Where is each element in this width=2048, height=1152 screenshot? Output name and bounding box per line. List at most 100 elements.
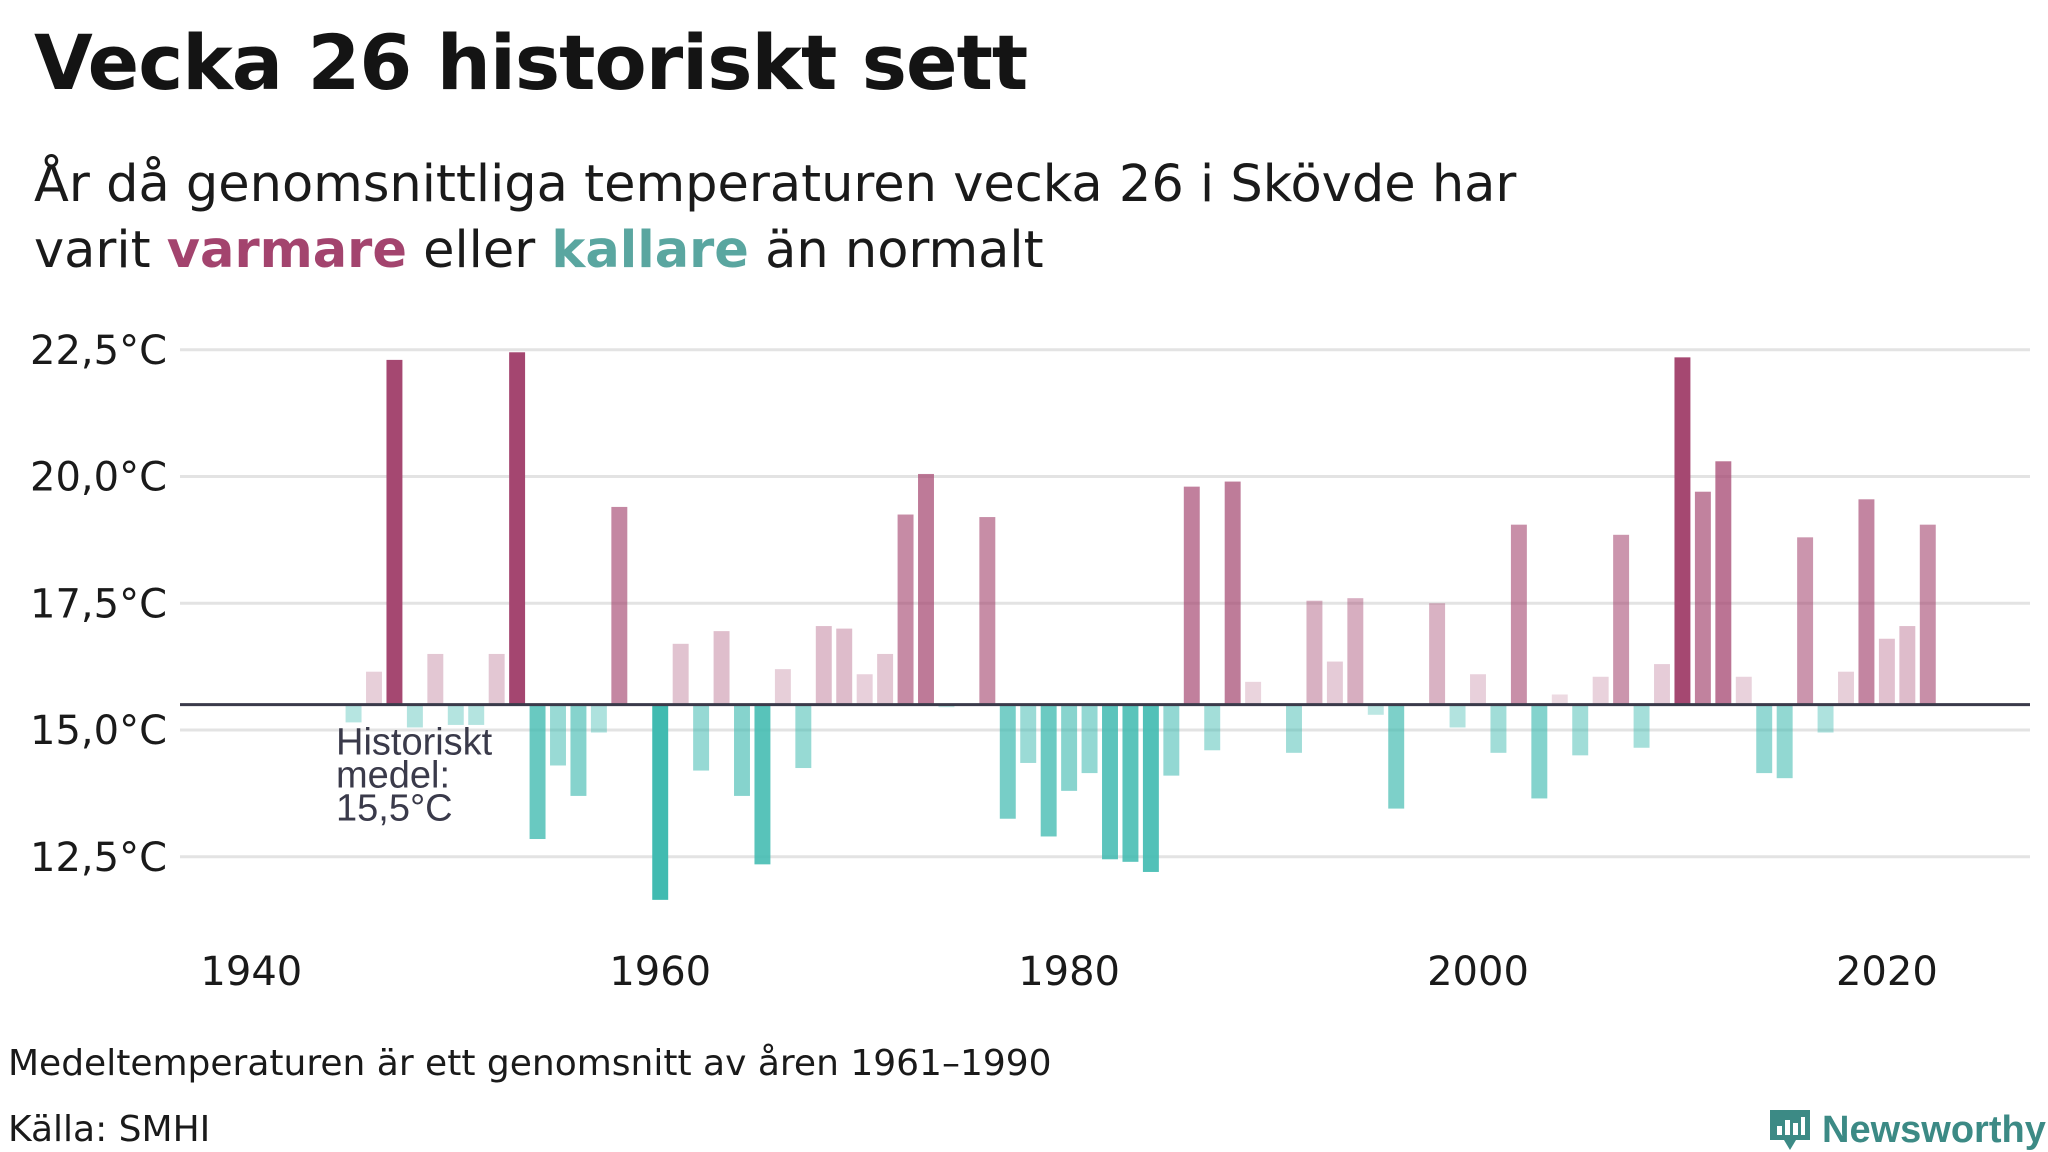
bar-1984 xyxy=(1142,704,1159,872)
subtitle-middle: eller xyxy=(423,221,536,280)
bar-1991 xyxy=(1286,704,1302,753)
bar-1958 xyxy=(611,506,628,705)
legend-cold-word: kallare xyxy=(551,221,749,280)
bar-2011 xyxy=(1694,491,1711,705)
y-axis-ticks: 12,5°C 15,0°C 17,5°C 20,0°C 22,5°C xyxy=(30,328,167,881)
subtitle-suffix: än normalt xyxy=(765,221,1044,280)
bar-2015 xyxy=(1776,704,1793,779)
bar-2007 xyxy=(1613,534,1630,705)
bar-1987 xyxy=(1204,704,1221,751)
bar-1980 xyxy=(1061,704,1078,791)
bar-1957 xyxy=(590,704,607,733)
bar-1947 xyxy=(386,359,403,705)
brand-name: Newsworthy xyxy=(1822,1108,2046,1151)
bar-1966 xyxy=(774,669,791,705)
bar-1955 xyxy=(550,704,566,766)
x-tick-label: 1960 xyxy=(609,949,711,995)
y-tick-label: 22,5°C xyxy=(30,328,167,374)
bar-1946 xyxy=(366,671,382,705)
bar-1971 xyxy=(877,653,894,705)
subtitle-line1: År då genomsnittliga temperaturen vecka … xyxy=(34,155,1517,214)
x-tick-label: 1980 xyxy=(1018,949,1120,995)
bar-1948 xyxy=(406,704,423,728)
bar-2005 xyxy=(1572,704,1589,756)
bar-1976 xyxy=(979,517,996,705)
source-note: Källa: SMHI xyxy=(8,1109,211,1150)
bar-1992 xyxy=(1306,600,1323,705)
bar-1967 xyxy=(795,704,812,769)
bar-1977 xyxy=(999,704,1016,819)
bar-1973 xyxy=(918,473,934,705)
bar-2010 xyxy=(1674,357,1691,705)
bar-1981 xyxy=(1081,704,1098,774)
legend-warm-word: varmare xyxy=(166,221,407,280)
bar-1956 xyxy=(570,704,587,796)
chart-title: Vecka 26 historiskt sett xyxy=(34,18,1028,107)
bar-2009 xyxy=(1654,664,1670,705)
brand-logo: Newsworthy xyxy=(1768,1108,2046,1152)
bar-1996 xyxy=(1388,704,1405,809)
bars xyxy=(345,352,1936,900)
bar-2013 xyxy=(1735,676,1752,705)
bar-1952 xyxy=(488,653,505,705)
bar-1983 xyxy=(1122,704,1139,862)
bar-2002 xyxy=(1510,524,1527,705)
bar-1954 xyxy=(529,704,546,840)
baseline-label-line1: Historiskt xyxy=(336,722,493,764)
bar-1998 xyxy=(1429,603,1446,705)
x-axis-ticks: 1940 1960 1980 2000 2020 xyxy=(200,949,1937,995)
bar-1993 xyxy=(1326,661,1343,705)
bar-1999 xyxy=(1449,704,1466,728)
bar-1962 xyxy=(693,704,710,771)
bar-2000 xyxy=(1470,674,1486,705)
bar-1968 xyxy=(815,626,832,705)
bar-1970 xyxy=(856,674,873,705)
bar-1979 xyxy=(1040,704,1057,837)
bar-1986 xyxy=(1183,486,1200,705)
bar-1985 xyxy=(1163,704,1180,776)
bar-2012 xyxy=(1715,461,1732,705)
y-tick-label: 17,5°C xyxy=(30,581,167,627)
y-tick-label: 12,5°C xyxy=(30,835,167,881)
bar-2017 xyxy=(1817,704,1834,733)
bar-2003 xyxy=(1531,704,1548,799)
bar-2020 xyxy=(1878,638,1895,705)
baseline-label-line3: 15,5°C xyxy=(336,788,453,830)
bar-1988 xyxy=(1224,481,1241,705)
footnote: Medeltemperaturen är ett genomsnitt av å… xyxy=(8,1043,1052,1084)
bar-1989 xyxy=(1245,681,1262,705)
bar-2006 xyxy=(1592,676,1609,705)
bar-1995 xyxy=(1367,704,1384,715)
bar-1960 xyxy=(652,704,669,900)
bar-2018 xyxy=(1838,671,1854,705)
bar-1950 xyxy=(447,704,464,725)
bar-1961 xyxy=(672,643,689,705)
bar-1963 xyxy=(713,631,730,705)
bar-2021 xyxy=(1899,626,1916,705)
baseline-label-line2: medel: xyxy=(336,755,450,797)
bar-2008 xyxy=(1633,704,1650,748)
bar-1969 xyxy=(836,628,853,705)
y-tick-label: 15,0°C xyxy=(30,708,167,754)
bar-1965 xyxy=(754,704,771,865)
x-tick-label: 2000 xyxy=(1427,949,1529,995)
bar-2016 xyxy=(1797,537,1814,705)
bar-1978 xyxy=(1020,704,1037,763)
newsworthy-logo-icon xyxy=(1770,1110,1810,1150)
bar-1994 xyxy=(1347,598,1364,705)
bar-2022 xyxy=(1919,524,1936,705)
bar-1951 xyxy=(468,704,485,725)
bar-1972 xyxy=(897,514,914,705)
bar-1945 xyxy=(345,704,362,723)
bar-1982 xyxy=(1102,704,1118,860)
y-tick-label: 20,0°C xyxy=(30,455,167,501)
bar-1964 xyxy=(734,704,750,796)
bar-2004 xyxy=(1551,694,1568,705)
x-tick-label: 1940 xyxy=(200,949,302,995)
bar-2014 xyxy=(1756,704,1773,774)
bar-2019 xyxy=(1858,499,1875,705)
x-tick-label: 2020 xyxy=(1836,949,1938,995)
chart-subtitle: År då genomsnittliga temperaturen vecka … xyxy=(34,152,1734,284)
subtitle-prefix: varit xyxy=(34,221,151,280)
